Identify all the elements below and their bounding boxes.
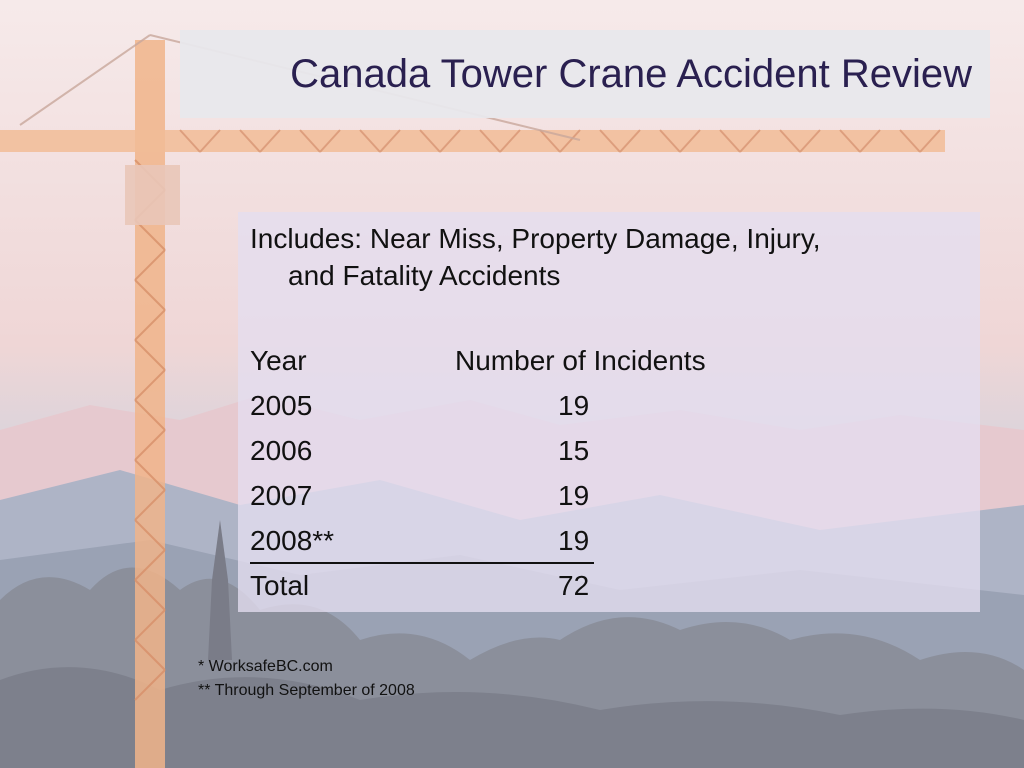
- row-count: 19: [558, 480, 590, 511]
- row-count: 15: [558, 435, 590, 466]
- content-panel: Includes: Near Miss, Property Damage, In…: [238, 212, 980, 612]
- footnote-period: ** Through September of 2008: [198, 682, 415, 699]
- table-row: 2006 15: [238, 435, 980, 473]
- includes-line-2: and Fatality Accidents: [288, 260, 561, 291]
- row-year: 2007: [250, 480, 313, 511]
- footnote-source: * WorksafeBC.com: [198, 658, 333, 675]
- table-total-row: Total 72: [238, 570, 980, 608]
- table-header-row: Year Number of Incidents: [238, 345, 980, 383]
- footnotes: * WorksafeBC.com ** Through September of…: [198, 655, 415, 703]
- includes-line-1: Includes: Near Miss, Property Damage, In…: [250, 223, 821, 254]
- slide-title: Canada Tower Crane Accident Review: [290, 52, 972, 96]
- header-incidents: Number of Incidents: [455, 345, 706, 376]
- row-count: 19: [558, 390, 590, 421]
- total-label: Total: [250, 570, 310, 601]
- row-year: 2008**: [250, 525, 335, 556]
- row-year: 2006: [250, 435, 313, 466]
- header-year: Year: [250, 345, 307, 376]
- title-box: Canada Tower Crane Accident Review: [180, 30, 990, 118]
- table-row: 2008** 19: [238, 525, 980, 564]
- total-count: 72: [558, 570, 590, 601]
- table-row: 2005 19: [238, 390, 980, 428]
- table-row: 2007 19: [238, 480, 980, 518]
- total-underline: [250, 562, 594, 564]
- includes-text: Includes: Near Miss, Property Damage, In…: [250, 220, 970, 294]
- row-count: 19: [558, 525, 590, 556]
- row-year: 2005: [250, 390, 313, 421]
